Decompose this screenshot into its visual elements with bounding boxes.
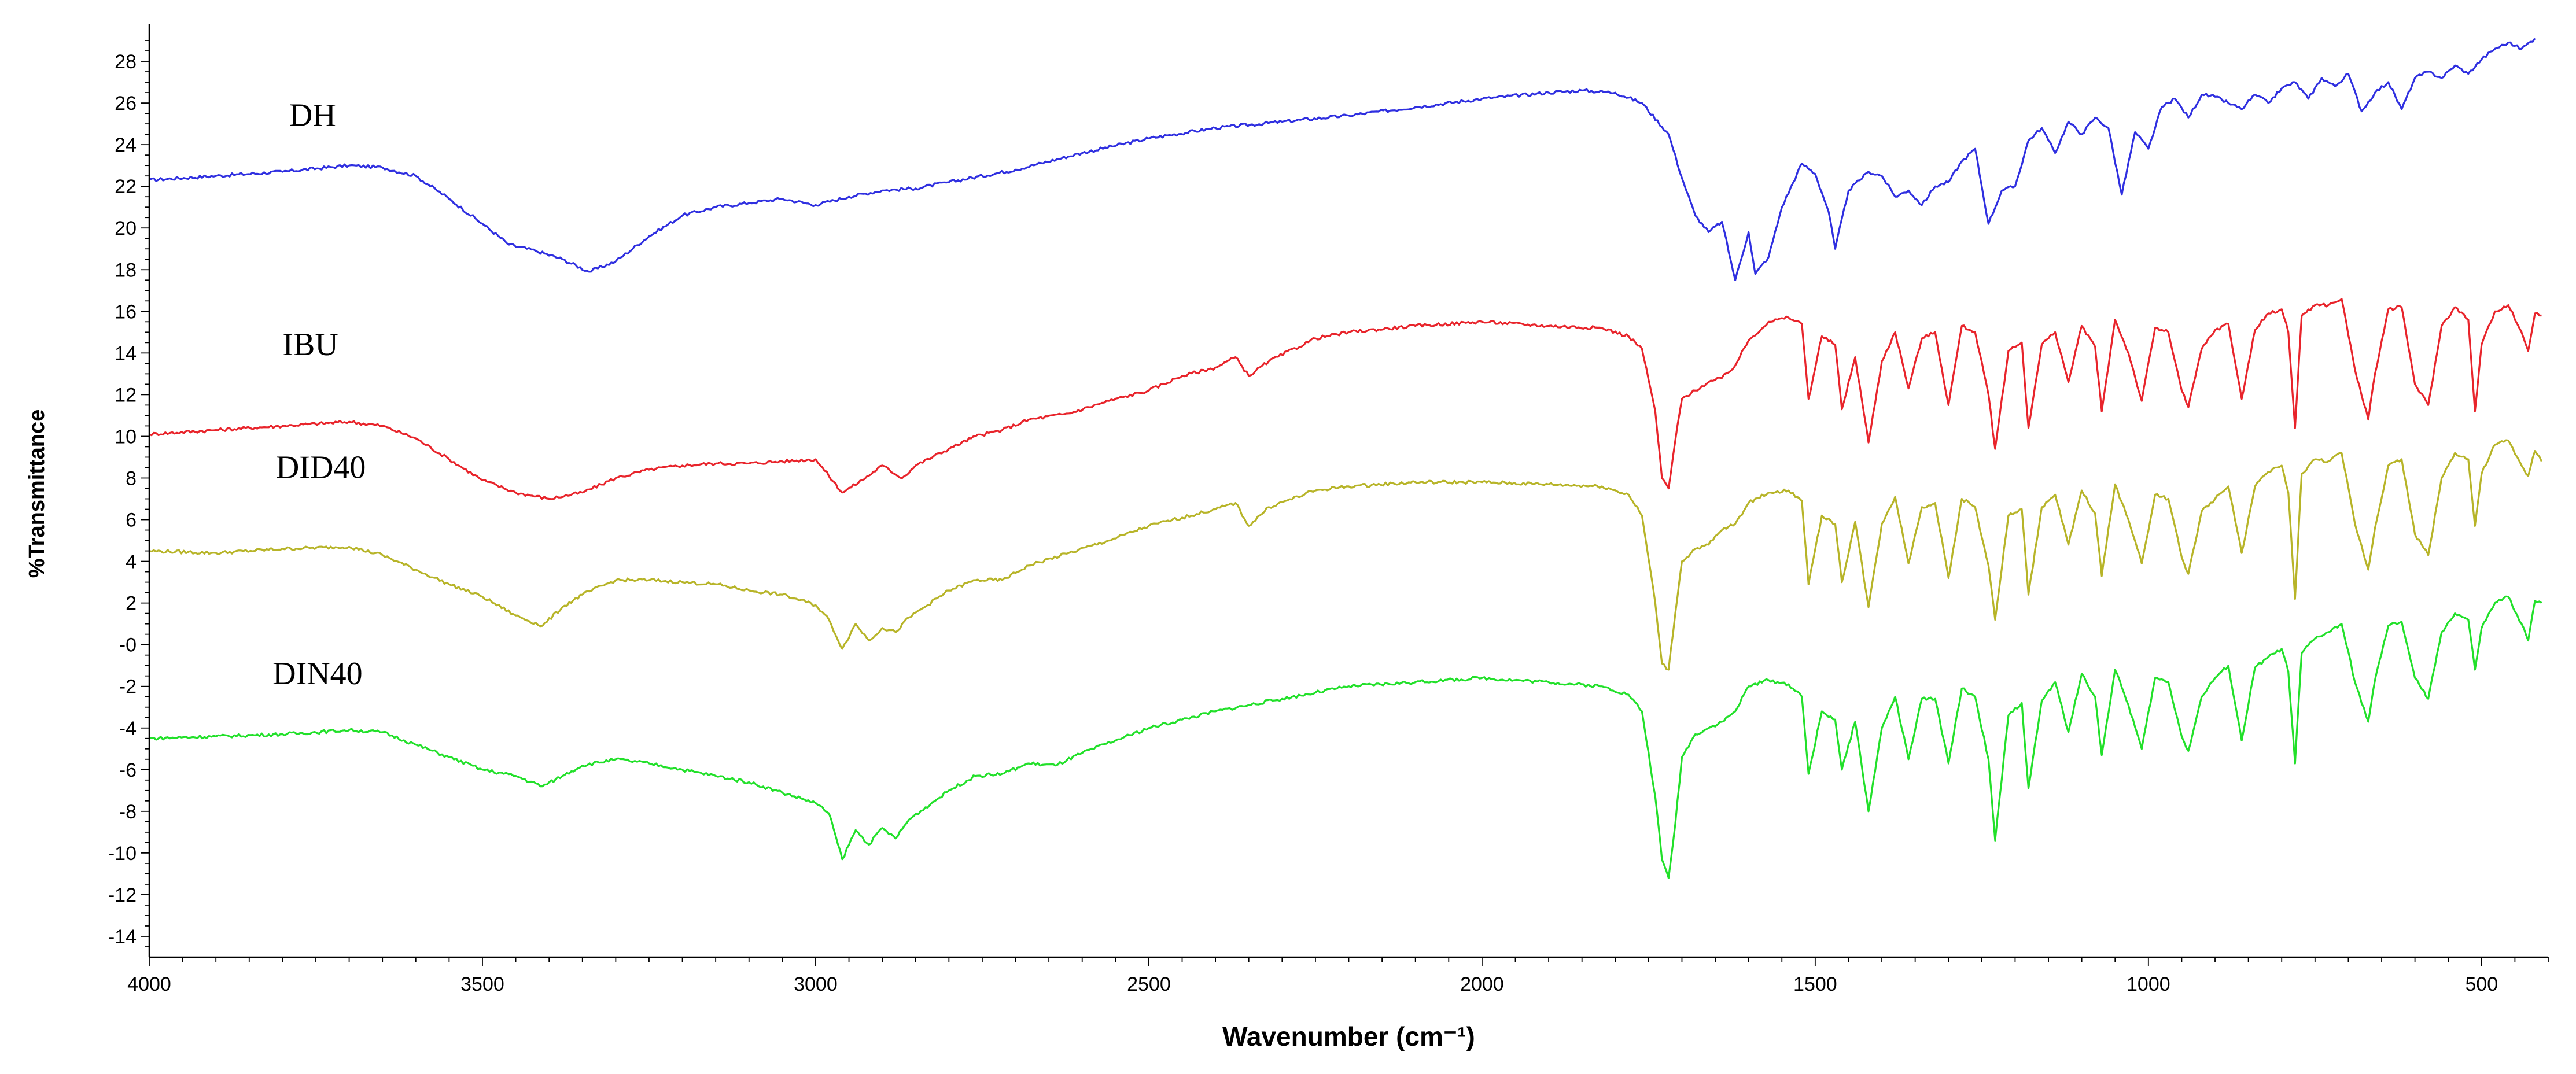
x-tick-label: 1500 (1793, 973, 1837, 995)
y-tick-label: -12 (108, 884, 137, 906)
y-tick-label: 14 (115, 342, 137, 364)
x-tick-label: 4000 (127, 973, 171, 995)
y-tick-label: -2 (119, 676, 137, 698)
y-tick-label: -14 (108, 926, 137, 948)
x-tick-label: 500 (2465, 973, 2498, 995)
y-tick-label: 4 (126, 551, 137, 573)
x-tick-label: 1000 (2127, 973, 2170, 995)
series-label-ibu: IBU (282, 327, 338, 363)
series-label-dh: DH (289, 98, 336, 134)
y-tick-label: 12 (115, 384, 137, 406)
y-tick-label: 6 (126, 510, 137, 532)
x-tick-label: 3500 (460, 973, 504, 995)
y-tick-label: 22 (115, 176, 137, 198)
y-tick-label: 20 (115, 217, 137, 239)
y-tick-label: 18 (115, 259, 137, 281)
x-tick-label: 3000 (794, 973, 838, 995)
series-line-dh (149, 38, 2536, 281)
y-tick-label: -4 (119, 718, 137, 740)
series-line-ibu (149, 298, 2542, 500)
x-tick-label: 2000 (1460, 973, 1504, 995)
x-axis-title: Wavenumber (cm⁻¹) (1222, 1021, 1475, 1051)
series-label-did40: DID40 (276, 449, 366, 485)
y-tick-label: 16 (115, 301, 137, 323)
series-label-din40: DIN40 (272, 656, 363, 692)
series-layer (149, 38, 2542, 879)
y-tick-label: 2 (126, 593, 137, 615)
y-tick-label: -8 (119, 801, 137, 823)
series-line-din40 (149, 595, 2542, 879)
y-axis-title: %Transmittance (25, 409, 49, 578)
y-tick-label: 28 (115, 51, 137, 73)
y-tick-label: 24 (115, 134, 137, 156)
y-tick-label: 8 (126, 467, 137, 489)
y-tick-label: 26 (115, 93, 137, 115)
x-tick-label: 2500 (1127, 973, 1171, 995)
y-tick-label: -10 (108, 843, 137, 865)
axes-layer: 28 26 24 22 20 18 16 14 12 10 8 6 4 2 -0 -2 -4 -6 -8 -10 -12… (108, 24, 2549, 995)
y-tick-label: -0 (119, 634, 137, 656)
y-tick-label: -6 (119, 759, 137, 781)
y-tick-label: 10 (115, 426, 137, 448)
series-line-did40 (149, 439, 2542, 671)
series-labels: DH IBU DID40 DIN40 (272, 98, 366, 692)
